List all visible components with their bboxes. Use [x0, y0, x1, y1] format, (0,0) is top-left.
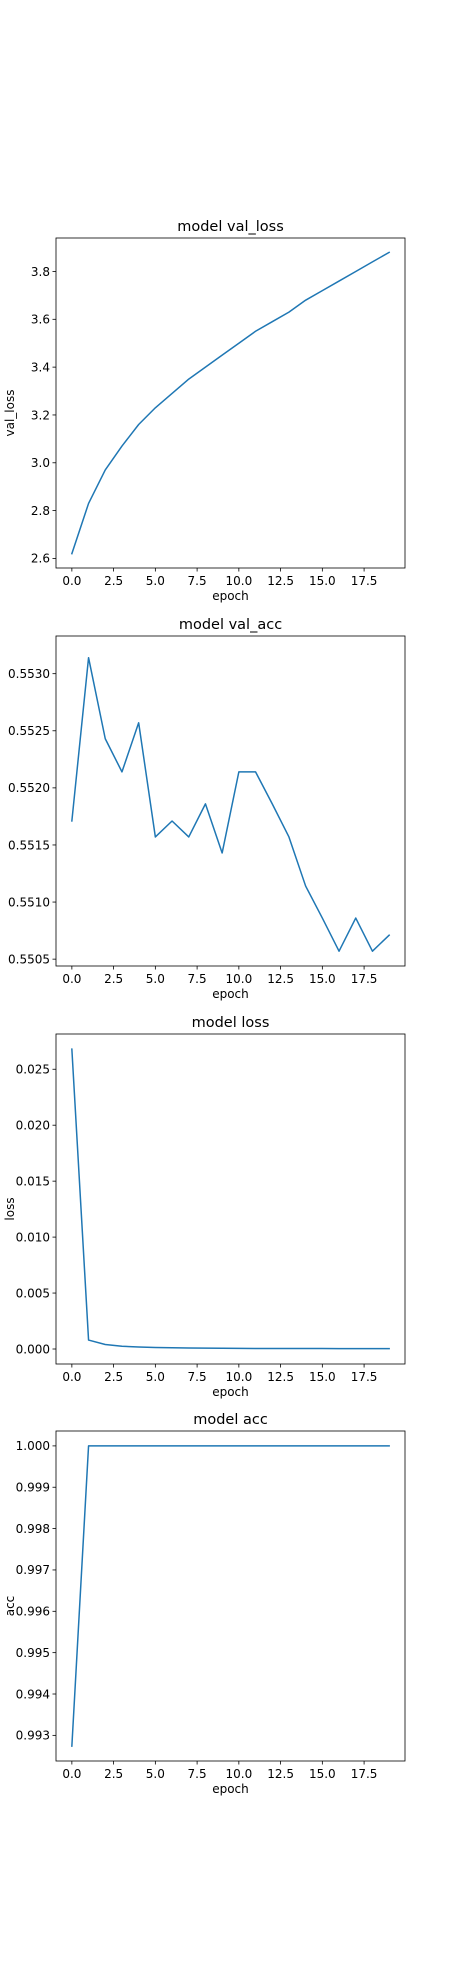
chart-val-acc-ytick-label: 0.5515: [8, 838, 50, 852]
chart-val-loss-series-line: [70, 251, 391, 555]
chart-val-loss-ytick-label: 2.8: [31, 504, 50, 518]
chart-val-acc-title: model val_acc: [179, 617, 282, 633]
chart-val-loss-title: model val_loss: [177, 219, 284, 235]
chart-acc-ytick-label: 0.994: [16, 1687, 50, 1701]
chart-acc-xtick-label: 12.5: [267, 1767, 294, 1781]
chart-val-acc-xtick-label: 0.0: [62, 972, 81, 986]
chart-val-acc-xtick-label: 15.0: [309, 972, 336, 986]
chart-loss-ytick-label: 0.015: [16, 1174, 50, 1188]
chart-val-loss-xtick-label: 5.0: [146, 574, 165, 588]
chart-val-loss-ytick-label: 2.6: [31, 552, 50, 566]
chart-acc-xtick-label: 0.0: [62, 1767, 81, 1781]
chart-val-acc-xtick-label: 5.0: [146, 972, 165, 986]
chart-val-acc-ytick-label: 0.5510: [8, 895, 50, 909]
chart-val-acc-axes-frame: [55, 635, 406, 967]
chart-val-loss-xtick-label: 12.5: [267, 574, 294, 588]
chart-val-loss-axes-frame: [55, 237, 406, 569]
chart-val-acc-xtick-label: 2.5: [104, 972, 123, 986]
chart-acc-ytick-label: 0.998: [16, 1522, 50, 1536]
chart-val-acc-xtick-label: 10.0: [225, 972, 252, 986]
chart-val-loss-xtick-label: 7.5: [188, 574, 207, 588]
chart-val-acc-ytick-label: 0.5520: [8, 781, 50, 795]
chart-val-acc-xlabel: epoch: [212, 987, 249, 1001]
chart-loss-xtick-label: 15.0: [309, 1370, 336, 1384]
chart-acc-ytick-label: 0.999: [16, 1481, 50, 1495]
chart-val-loss-ytick-label: 3.2: [31, 408, 50, 422]
chart-acc-xtick-label: 7.5: [188, 1767, 207, 1781]
chart-loss-ytick-label: 0.005: [16, 1286, 50, 1300]
chart-val-loss-ytick-label: 3.6: [31, 313, 50, 327]
chart-loss-xtick-label: 12.5: [267, 1370, 294, 1384]
chart-val-loss-xtick-label: 17.5: [351, 574, 378, 588]
chart-loss-xtick-label: 0.0: [62, 1370, 81, 1384]
chart-loss: 0.0 2.5 5.0 7.5 10.0 12.5 15.0 17.5 0.000 0.005 0.…: [3, 1015, 406, 1399]
chart-acc-xtick-label: 5.0: [146, 1767, 165, 1781]
chart-val-loss-xtick-label: 15.0: [309, 574, 336, 588]
chart-loss-xtick-label: 7.5: [188, 1370, 207, 1384]
chart-val-loss-xtick-label: 10.0: [225, 574, 252, 588]
chart-loss-xtick-label: 10.0: [225, 1370, 252, 1384]
chart-loss-axes-frame: [55, 1033, 406, 1365]
chart-val-acc-ytick-label: 0.5530: [8, 667, 50, 681]
chart-acc-xtick-label: 15.0: [309, 1767, 336, 1781]
chart-loss-xtick-label: 17.5: [351, 1370, 378, 1384]
chart-acc: 0.0 2.5 5.0 7.5 10.0 12.5 15.0 17.5 0.993 0.994 0.…: [3, 1412, 406, 1796]
chart-acc-xtick-label: 17.5: [351, 1767, 378, 1781]
chart-loss-ylabel: loss: [3, 1197, 17, 1220]
chart-acc-ylabel: acc: [3, 1596, 17, 1617]
chart-loss-ytick-label: 0.025: [16, 1063, 50, 1077]
chart-loss-series-line: [71, 1048, 390, 1350]
chart-val-loss-ytick-label: 3.4: [31, 360, 50, 374]
chart-val-acc-ytick-label: 0.5505: [8, 952, 50, 966]
chart-loss-ytick-label: 0.020: [16, 1119, 50, 1133]
chart-loss-ytick-label: 0.000: [16, 1342, 50, 1356]
chart-val-loss-xlabel: epoch: [212, 589, 249, 603]
chart-loss-xtick-label: 2.5: [104, 1370, 123, 1384]
chart-acc-series-line: [71, 1445, 390, 1747]
chart-val-loss-ytick-label: 3.8: [31, 265, 50, 279]
chart-acc-ytick-label: 0.995: [16, 1646, 50, 1660]
chart-loss-title: model loss: [192, 1015, 270, 1031]
chart-acc-title: model acc: [193, 1412, 268, 1428]
chart-loss-ytick-label: 0.010: [16, 1230, 50, 1244]
chart-acc-ytick-label: 1.000: [16, 1439, 50, 1453]
chart-val-loss-ylabel: val_loss: [3, 390, 17, 437]
chart-val-loss: 0.0 2.5 5.0 7.5 10.0 12.5 15.0 17.5 2.6 2.8 3.0 3.2…: [3, 219, 406, 603]
chart-val-acc-xtick-label: 17.5: [351, 972, 378, 986]
chart-acc-xtick-label: 10.0: [225, 1767, 252, 1781]
chart-acc-ytick-label: 0.996: [16, 1605, 50, 1619]
chart-loss-xtick-label: 5.0: [146, 1370, 165, 1384]
chart-val-loss-xtick-label: 2.5: [104, 574, 123, 588]
chart-acc-xtick-label: 2.5: [104, 1767, 123, 1781]
chart-val-loss-xtick-label: 0.0: [62, 574, 81, 588]
chart-loss-xlabel: epoch: [212, 1385, 249, 1399]
chart-val-acc: 0.0 2.5 5.0 7.5 10.0 12.5 15.0 17.5 0.5505 0.5510…: [8, 617, 406, 1001]
chart-val-acc-series-line: [71, 656, 391, 952]
chart-val-acc-xtick-label: 7.5: [188, 972, 207, 986]
chart-val-acc-ytick-label: 0.5525: [8, 724, 50, 738]
chart-acc-axes-frame: [55, 1430, 406, 1762]
chart-acc-ytick-label: 0.997: [16, 1563, 50, 1577]
chart-acc-ytick-label: 0.993: [16, 1729, 50, 1743]
chart-acc-xlabel: epoch: [212, 1782, 249, 1796]
chart-val-acc-xtick-label: 12.5: [267, 972, 294, 986]
chart-val-loss-ytick-label: 3.0: [31, 456, 50, 470]
